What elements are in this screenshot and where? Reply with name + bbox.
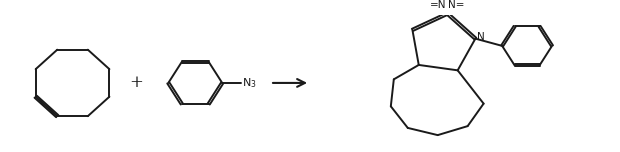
Text: N$_3$: N$_3$ <box>242 76 256 90</box>
Text: N: N <box>477 32 485 42</box>
Text: =N: =N <box>430 0 446 10</box>
Text: N=: N= <box>448 0 465 10</box>
Text: +: + <box>130 74 143 92</box>
